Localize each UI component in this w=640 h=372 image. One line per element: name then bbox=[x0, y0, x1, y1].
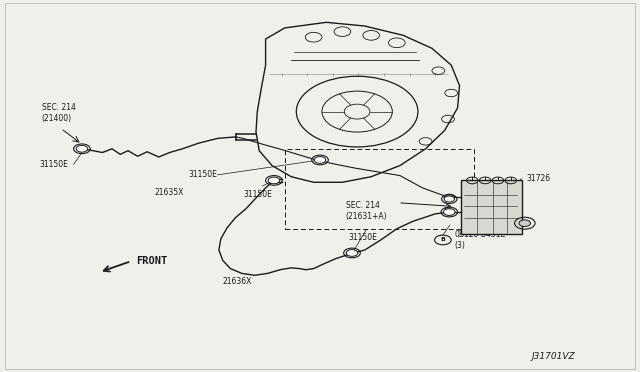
Text: 31150E: 31150E bbox=[349, 232, 378, 241]
Text: FRONT: FRONT bbox=[136, 256, 167, 266]
Text: J31701VZ: J31701VZ bbox=[531, 352, 575, 361]
Circle shape bbox=[444, 194, 454, 200]
Circle shape bbox=[268, 177, 280, 184]
Circle shape bbox=[314, 157, 326, 163]
Circle shape bbox=[444, 209, 455, 215]
Text: 21635X: 21635X bbox=[155, 188, 184, 197]
Circle shape bbox=[444, 196, 454, 202]
Circle shape bbox=[444, 209, 454, 215]
Text: 21636X: 21636X bbox=[223, 277, 252, 286]
Bar bbox=[461, 180, 522, 234]
Bar bbox=[285, 149, 474, 229]
Circle shape bbox=[76, 145, 88, 152]
Circle shape bbox=[346, 250, 358, 256]
Text: 31150E: 31150E bbox=[243, 190, 272, 199]
Text: 0B120-B451E
(3): 0B120-B451E (3) bbox=[454, 230, 506, 250]
Circle shape bbox=[519, 220, 531, 227]
Text: 31726: 31726 bbox=[526, 174, 550, 183]
Text: B: B bbox=[440, 237, 445, 243]
Text: SEC. 214
(21400): SEC. 214 (21400) bbox=[42, 103, 76, 123]
Text: 31150E: 31150E bbox=[40, 160, 68, 169]
Text: 31150E: 31150E bbox=[189, 170, 218, 179]
Text: SEC. 214
(21631+A): SEC. 214 (21631+A) bbox=[346, 201, 387, 221]
